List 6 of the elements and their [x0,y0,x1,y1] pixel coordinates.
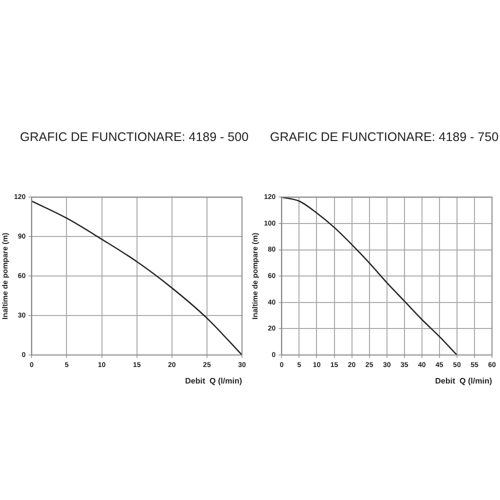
chart-title: GRAFIC DE FUNCTIONARE: 4189 - 750 [269,130,500,146]
x-axis-title: Debit Q (l/min) [435,376,492,386]
x-axis-title: Debit Q (l/min) [185,376,242,386]
line-series [32,200,242,355]
line-series [282,197,458,355]
chart-title: GRAFIC DE FUNCTIONARE: 4189 - 500 [19,130,250,146]
